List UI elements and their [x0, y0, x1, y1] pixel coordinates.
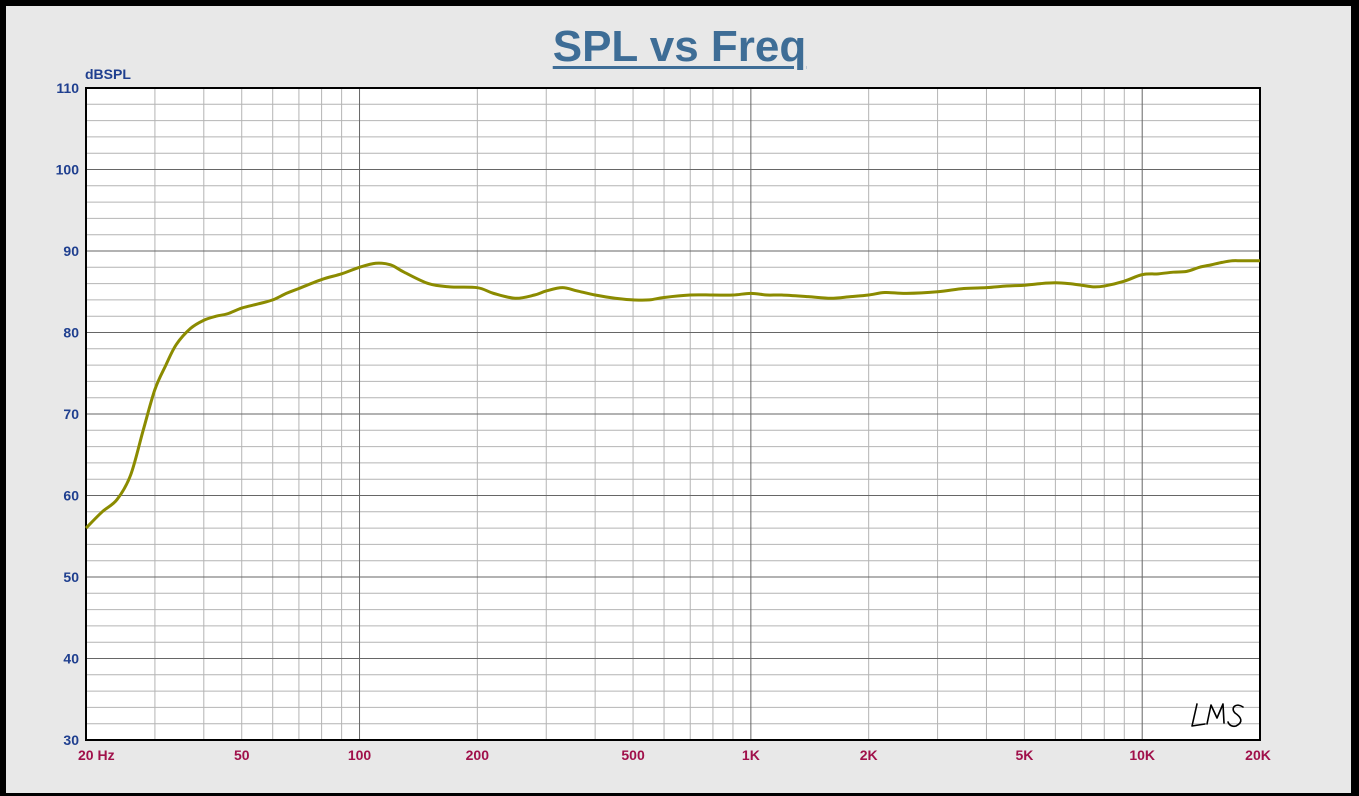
x-tick-label: 2K — [860, 747, 878, 763]
x-tick-label: 500 — [621, 747, 645, 763]
x-tick-label: 1K — [742, 747, 760, 763]
y-tick-label: 40 — [63, 651, 79, 667]
x-tick-labels: 20 Hz 50 100 200 500 1K 2K 5K 10K 20K — [78, 747, 1271, 763]
major-gridlines — [86, 88, 1260, 740]
x-tick-label: 20 Hz — [78, 747, 115, 763]
y-tick-label: 80 — [63, 325, 79, 341]
chart-title: SPL vs Freq — [552, 22, 807, 71]
y-tick-label: 70 — [63, 406, 79, 422]
y-tick-label: 100 — [56, 162, 80, 178]
x-tick-label: 10K — [1129, 747, 1155, 763]
y-tick-label: 60 — [63, 488, 79, 504]
y-tick-label: 50 — [63, 569, 79, 585]
y-tick-label: 30 — [63, 732, 79, 748]
x-tick-label: 200 — [466, 747, 490, 763]
x-tick-label: 20K — [1245, 747, 1271, 763]
y-tick-label: 90 — [63, 243, 79, 259]
series-group — [84, 259, 1260, 530]
x-tick-label: 5K — [1015, 747, 1033, 763]
x-tick-label: 100 — [348, 747, 372, 763]
lms-signature — [1191, 703, 1244, 728]
plot-border — [85, 87, 1261, 741]
y-tick-labels: 30 40 50 60 70 80 90 100 110 — [56, 80, 80, 748]
x-tick-label: 50 — [234, 747, 250, 763]
y-axis-label: dBSPL — [85, 66, 131, 82]
y-tick-label: 110 — [56, 80, 79, 96]
series-line-0 — [84, 259, 1260, 530]
